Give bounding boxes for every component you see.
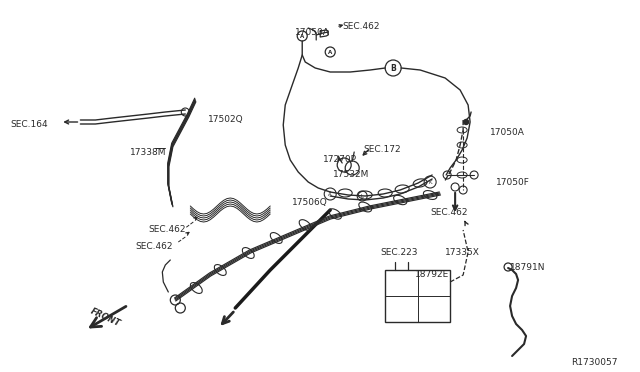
- Text: 17335X: 17335X: [445, 248, 480, 257]
- Text: SEC.172: SEC.172: [363, 145, 401, 154]
- Text: 17270P: 17270P: [323, 155, 357, 164]
- Text: 17050A: 17050A: [295, 28, 330, 37]
- Text: 17502Q: 17502Q: [208, 115, 244, 124]
- Text: 17050A: 17050A: [490, 128, 525, 137]
- Text: SEC.223: SEC.223: [380, 248, 418, 257]
- Text: A: A: [328, 49, 332, 55]
- Text: SEC.164: SEC.164: [11, 120, 49, 129]
- Text: K: K: [428, 180, 432, 185]
- Text: SEC.462: SEC.462: [342, 22, 380, 31]
- Text: SEC.462: SEC.462: [135, 242, 173, 251]
- Text: L: L: [361, 193, 364, 199]
- Text: SEC.462: SEC.462: [148, 225, 186, 234]
- Circle shape: [463, 119, 468, 125]
- Text: FRONT: FRONT: [89, 307, 122, 329]
- Text: SEC.462: SEC.462: [430, 208, 468, 217]
- Text: R1730057: R1730057: [572, 358, 618, 367]
- Text: 17506Q: 17506Q: [292, 198, 328, 207]
- Text: A: A: [328, 192, 332, 196]
- Text: 18792E: 18792E: [415, 270, 449, 279]
- Text: A: A: [300, 33, 305, 38]
- Text: 17050F: 17050F: [496, 178, 530, 187]
- Bar: [385, 270, 450, 322]
- Text: 17532M: 17532M: [333, 170, 369, 179]
- Text: 17338M: 17338M: [131, 148, 167, 157]
- Text: B: B: [390, 64, 396, 73]
- Text: 18791N: 18791N: [510, 263, 545, 272]
